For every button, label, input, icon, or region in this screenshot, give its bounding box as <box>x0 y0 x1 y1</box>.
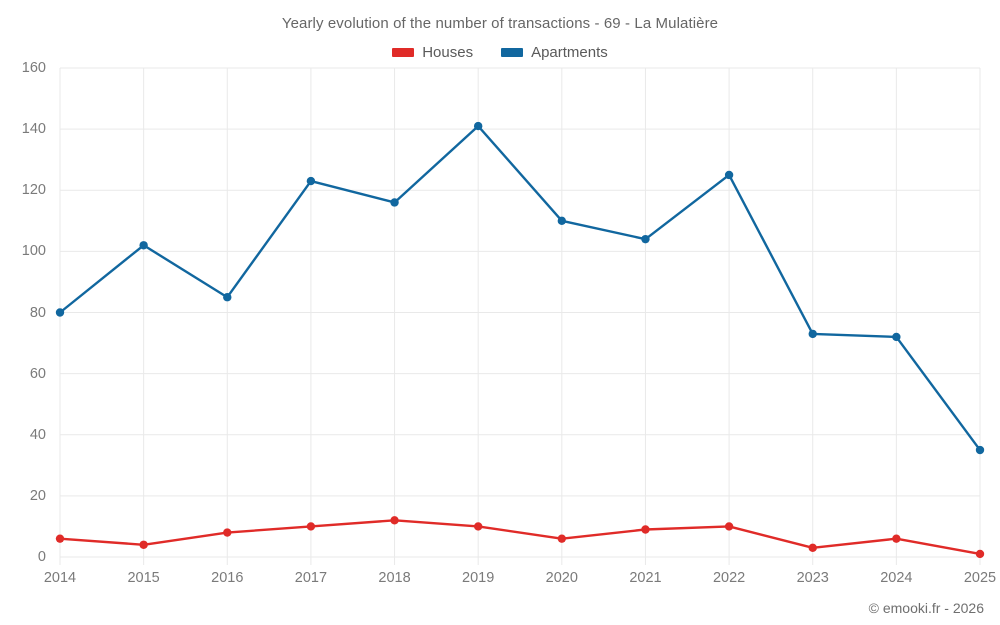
y-tick-label: 40 <box>29 426 46 443</box>
y-tick-label: 0 <box>37 549 46 565</box>
data-point-apartments-2018[interactable] <box>390 198 399 207</box>
series-line-houses <box>58 519 982 556</box>
y-tick-label: 100 <box>21 243 46 260</box>
data-point-houses-2021[interactable] <box>641 525 650 534</box>
data-point-apartments-2024[interactable] <box>892 332 901 342</box>
data-point-houses-2017[interactable] <box>306 522 316 531</box>
data-point-apartments-2014[interactable] <box>55 308 65 317</box>
data-point-apartments-2025[interactable] <box>975 445 985 455</box>
footer-credit: © emooki.fr - 2026 <box>868 600 984 616</box>
y-tick-label: 20 <box>29 487 46 504</box>
x-tick-label: 2014 <box>43 570 77 586</box>
data-point-houses-2019[interactable] <box>473 522 483 531</box>
legend-swatch-icon <box>501 48 524 57</box>
data-point-apartments-2020[interactable] <box>557 216 567 226</box>
legend-item-houses[interactable]: Houses <box>392 44 473 61</box>
y-tick-label: 60 <box>29 365 46 382</box>
data-point-apartments-2019[interactable] <box>473 121 483 131</box>
data-point-apartments-2021[interactable] <box>641 234 650 244</box>
y-tick-label: 140 <box>21 121 46 138</box>
y-tick-label: 160 <box>21 60 46 76</box>
data-point-houses-2020[interactable] <box>557 534 567 543</box>
x-tick-label: 2018 <box>378 570 411 586</box>
legend-swatch-icon <box>392 48 415 57</box>
x-tick-label: 2020 <box>545 570 578 586</box>
data-point-houses-2018[interactable] <box>390 516 399 525</box>
data-point-apartments-2023[interactable] <box>808 329 817 339</box>
chart-legend: Houses Apartments <box>0 44 1000 61</box>
data-point-houses-2023[interactable] <box>808 543 817 553</box>
legend-label: Apartments <box>531 44 608 61</box>
x-tick-label: 2023 <box>796 570 829 586</box>
legend-label: Houses <box>422 44 474 61</box>
x-tick-label: 2017 <box>294 570 328 586</box>
data-point-houses-2015[interactable] <box>139 540 148 549</box>
data-point-apartments-2015[interactable] <box>139 241 148 250</box>
chart-title: Yearly evolution of the number of transa… <box>281 15 719 32</box>
data-point-houses-2024[interactable] <box>892 534 901 543</box>
x-tick-label: 2025 <box>963 570 997 586</box>
y-tick-label: 120 <box>21 182 46 199</box>
x-tick-label: 2016 <box>211 570 244 586</box>
x-tick-label: 2021 <box>629 570 662 586</box>
x-tick-label: 2024 <box>880 570 913 586</box>
x-tick-label: 2022 <box>712 570 746 586</box>
series-line-apartments <box>58 124 982 452</box>
x-tick-label: 2015 <box>127 570 160 586</box>
data-point-houses-2014[interactable] <box>55 534 65 543</box>
data-point-houses-2022[interactable] <box>724 522 734 531</box>
y-tick-label: 80 <box>29 304 46 321</box>
data-point-houses-2016[interactable] <box>223 528 232 537</box>
data-point-apartments-2022[interactable] <box>724 170 734 180</box>
data-point-apartments-2017[interactable] <box>306 176 316 186</box>
x-tick-label: 2019 <box>462 570 495 586</box>
data-point-apartments-2016[interactable] <box>223 293 232 302</box>
legend-item-apartments[interactable]: Apartments <box>501 44 608 61</box>
y-axis-tick-labels: 0 20 40 60 80 100 120 140 160 <box>0 0 46 625</box>
data-point-houses-2025[interactable] <box>975 549 985 559</box>
